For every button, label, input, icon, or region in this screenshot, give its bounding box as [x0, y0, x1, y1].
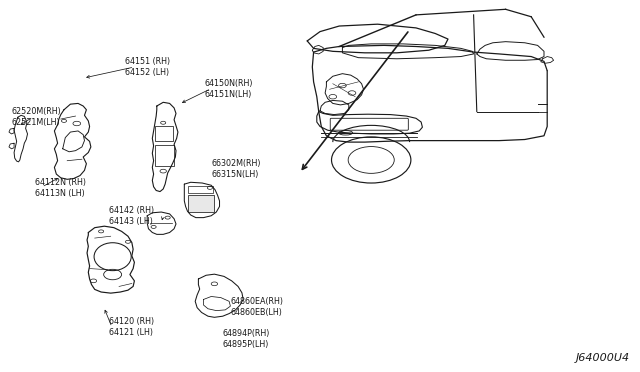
Text: 64142 (RH)
64143 (LH): 64142 (RH) 64143 (LH) — [109, 206, 154, 226]
Text: 64860EA(RH)
64860EB(LH): 64860EA(RH) 64860EB(LH) — [230, 297, 284, 317]
Text: 64150N(RH)
64151N(LH): 64150N(RH) 64151N(LH) — [205, 79, 253, 99]
Bar — [188, 195, 214, 212]
Text: 64894P(RH)
64895P(LH): 64894P(RH) 64895P(LH) — [223, 329, 270, 349]
Text: 64112N (RH)
64113N (LH): 64112N (RH) 64113N (LH) — [35, 178, 86, 198]
Text: 64120 (RH)
64121 (LH): 64120 (RH) 64121 (LH) — [109, 317, 154, 337]
Text: 62520M(RH)
62521M(LH): 62520M(RH) 62521M(LH) — [12, 107, 61, 127]
Bar — [188, 186, 213, 193]
Bar — [155, 126, 173, 141]
Text: J64000U4: J64000U4 — [576, 353, 630, 363]
Bar — [155, 145, 174, 166]
Text: 66302M(RH)
66315N(LH): 66302M(RH) 66315N(LH) — [211, 159, 260, 179]
Text: 64151 (RH)
64152 (LH): 64151 (RH) 64152 (LH) — [125, 57, 170, 77]
